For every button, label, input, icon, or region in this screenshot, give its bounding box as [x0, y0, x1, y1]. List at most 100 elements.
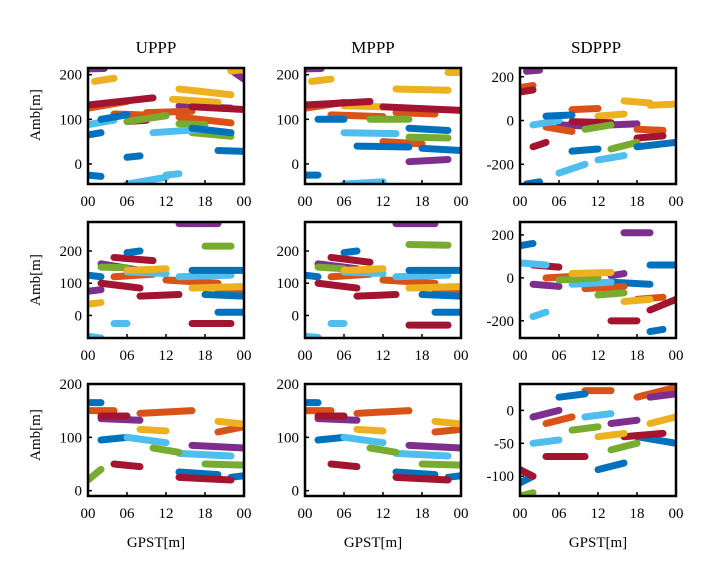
data-track: [529, 117, 563, 129]
data-track: [353, 291, 400, 300]
data-track: [162, 170, 183, 179]
series-6: [340, 265, 461, 292]
data-track: [175, 120, 209, 129]
series-7: [97, 412, 235, 484]
plot-area: [520, 384, 676, 496]
data-track: [418, 144, 461, 155]
data-track: [646, 390, 676, 401]
series-2: [91, 68, 244, 106]
data-track: [149, 444, 183, 456]
data-track: [633, 138, 676, 151]
y-tick-label: 0: [292, 157, 300, 173]
data-track: [353, 142, 413, 151]
data-track: [568, 145, 602, 155]
y-tick-label: -50: [494, 436, 514, 452]
data-track: [520, 259, 550, 269]
x-tick-label: 12: [376, 506, 391, 522]
x-tick-label: 00: [298, 348, 313, 364]
data-track: [175, 271, 235, 281]
data-track: [340, 433, 387, 447]
data-track: [97, 263, 131, 272]
series-6: [88, 444, 244, 484]
data-track: [366, 444, 400, 456]
series-5: [366, 115, 452, 142]
data-track: [88, 299, 105, 308]
data-track: [405, 155, 452, 166]
data-track: [175, 113, 235, 127]
x-tick-label: 06: [337, 194, 353, 210]
data-track: [594, 459, 628, 474]
panel-3: 00 06 12 18 00 -200 0 200: [487, 66, 684, 210]
data-track: [308, 75, 335, 85]
y-tick-label: 100: [277, 276, 300, 292]
data-track: [227, 68, 244, 75]
x-tick-label: 12: [591, 506, 606, 522]
x-tick-label: 18: [415, 506, 430, 522]
series-2: [594, 97, 676, 120]
data-track: [418, 460, 461, 469]
y-tick-label: 200: [492, 70, 515, 86]
x-tick-label: 00: [513, 194, 528, 210]
x-tick-label: 12: [591, 348, 606, 364]
series-4: [520, 86, 667, 151]
series-7: [594, 413, 676, 441]
data-track: [418, 291, 461, 300]
data-track: [594, 429, 628, 441]
x-tick-label: 00: [513, 348, 528, 364]
series-1: [529, 229, 654, 290]
column-title-mppp: MPPP: [351, 38, 394, 57]
series-4: [305, 97, 461, 114]
y-axis-label-row3: Amb[m]: [28, 409, 44, 461]
data-track: [314, 279, 361, 292]
series-4: [123, 433, 235, 460]
series-3: [520, 82, 667, 135]
x-tick-label: 00: [237, 506, 252, 522]
plot-area: [305, 399, 461, 484]
data-track: [123, 265, 170, 274]
data-track: [520, 466, 537, 480]
x-tick-label: 06: [120, 506, 136, 522]
series-5: [123, 112, 235, 140]
x-tick-label: 00: [669, 506, 684, 522]
series-4: [314, 253, 452, 329]
y-tick-label: 100: [277, 430, 300, 446]
x-tick-label: 06: [552, 194, 568, 210]
data-track: [88, 286, 105, 295]
plot-area: [88, 222, 244, 338]
plot-area: [88, 68, 244, 184]
data-track: [392, 449, 452, 460]
column-titles: UPPP MPPP SDPPP: [136, 38, 621, 57]
data-track: [169, 95, 222, 106]
data-track: [523, 68, 543, 75]
data-track: [379, 138, 426, 148]
x-tick-label: 00: [81, 506, 96, 522]
data-track: [353, 407, 413, 417]
data-track: [214, 417, 244, 428]
data-track: [405, 124, 452, 134]
y-axis-labels: Amb[m] Amb[m] Amb[m]: [28, 89, 44, 461]
x-tick-label: 12: [159, 506, 174, 522]
data-track: [392, 468, 439, 479]
y-tick-label: 100: [60, 430, 83, 446]
series-6: [88, 116, 209, 184]
data-track: [91, 74, 118, 85]
data-track: [379, 276, 439, 287]
x-tick-label: 00: [237, 348, 252, 364]
data-track: [581, 282, 628, 293]
series-7: [88, 247, 244, 316]
data-track: [529, 138, 550, 151]
y-tick-label: 200: [60, 377, 83, 393]
y-axis-label-row2: Amb[m]: [28, 254, 44, 306]
x-tick-label: 06: [552, 506, 568, 522]
data-track: [529, 280, 563, 290]
x-axis-labels: GPST[m] GPST[m] GPST[m]: [127, 535, 627, 551]
data-track: [340, 247, 361, 257]
x-tick-label: 12: [159, 348, 174, 364]
data-track: [97, 111, 131, 123]
data-track: [314, 433, 348, 444]
data-track: [175, 473, 235, 484]
data-track: [529, 406, 563, 421]
x-tick-label: 00: [513, 506, 528, 522]
